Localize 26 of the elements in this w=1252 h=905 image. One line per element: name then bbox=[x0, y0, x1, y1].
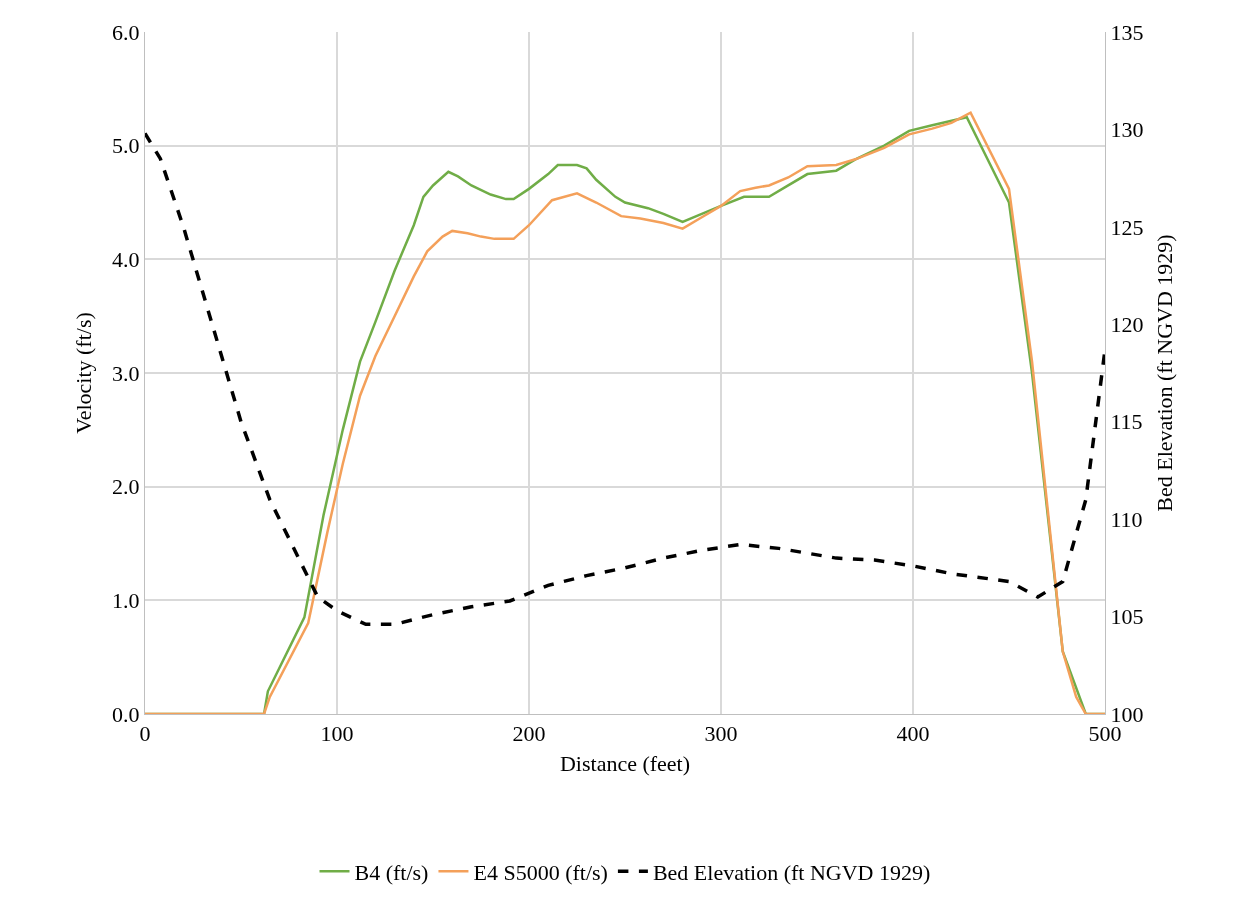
y-tick-label: 5.0 bbox=[112, 133, 140, 159]
y2-tick-label: 115 bbox=[1110, 409, 1143, 435]
y2-tick-label: 130 bbox=[1110, 117, 1144, 143]
y-axis-title: Velocity (ft/s) bbox=[70, 312, 96, 434]
y-tick-label: 2.0 bbox=[112, 474, 140, 500]
legend-label: Bed Elevation (ft NGVD 1929) bbox=[652, 859, 931, 885]
line-series bbox=[145, 131, 1105, 627]
y-tick-label: 4.0 bbox=[112, 247, 140, 273]
y2-tick-label: 120 bbox=[1110, 311, 1144, 337]
y2-tick-label: 125 bbox=[1110, 214, 1144, 240]
y2-tick-label: 105 bbox=[1110, 604, 1144, 630]
x-tick-label: 200 bbox=[512, 721, 546, 747]
y-tick-label: 0.0 bbox=[112, 701, 140, 727]
x-axis-title: Distance (feet) bbox=[559, 751, 691, 777]
x-tick-label: 300 bbox=[704, 721, 738, 747]
y2-axis-title: Bed Elevation (ft NGVD 1929) bbox=[1152, 234, 1178, 512]
x-tick-label: 400 bbox=[896, 721, 930, 747]
y2-tick-label: 110 bbox=[1110, 506, 1143, 532]
y-tick-label: 6.0 bbox=[112, 19, 140, 45]
y-tick-label: 1.0 bbox=[112, 588, 140, 614]
x-tick-label: 100 bbox=[320, 721, 354, 747]
legend-label: E4 S5000 (ft/s) bbox=[473, 859, 608, 885]
y-tick-label: 3.0 bbox=[112, 360, 140, 386]
x-tick-label: 0 bbox=[139, 721, 151, 747]
legend-label: B4 (ft/s) bbox=[354, 859, 429, 885]
y2-tick-label: 135 bbox=[1110, 19, 1144, 45]
